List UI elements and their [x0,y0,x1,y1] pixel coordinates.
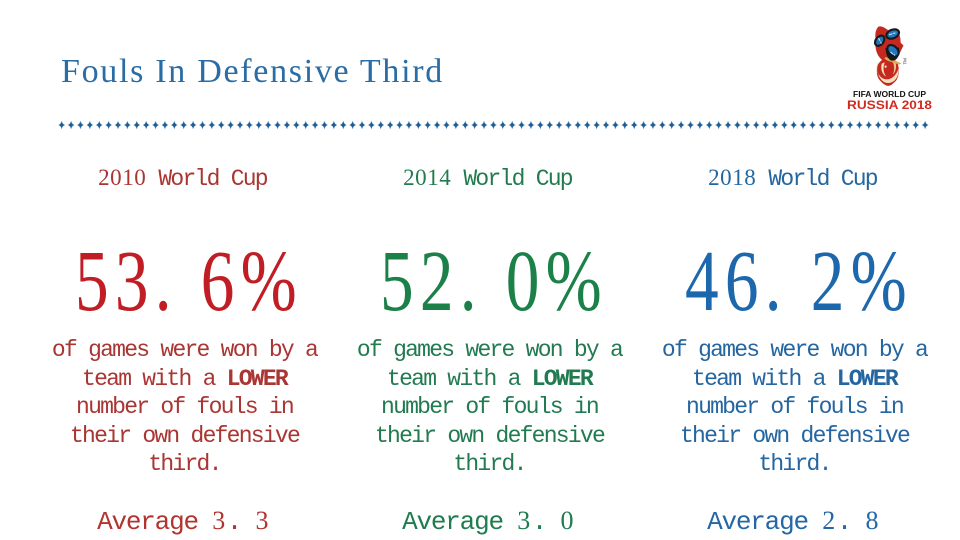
svg-text:FIFA WORLD CUP: FIFA WORLD CUP [853,90,927,99]
svg-text:TM: TM [903,58,908,65]
svg-text:RUSSIA 2018: RUSSIA 2018 [847,100,933,112]
